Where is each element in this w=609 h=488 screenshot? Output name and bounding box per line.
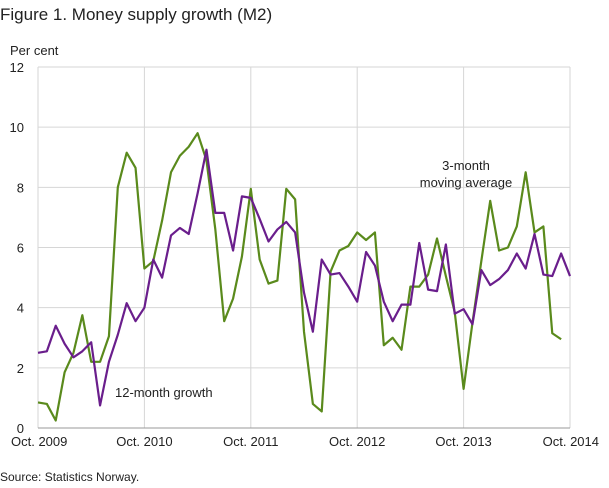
y-tick-label: 0 xyxy=(17,421,24,436)
y-tick-label: 12 xyxy=(10,60,24,75)
x-tick-label: Oct. 2011 xyxy=(223,434,278,449)
series-lines xyxy=(37,132,572,422)
series-annotation: 12-month growth xyxy=(115,385,213,400)
gridlines xyxy=(37,66,571,429)
y-tick-labels: 0 2 4 6 8 10 12 xyxy=(10,60,24,436)
y-tick-label: 2 xyxy=(17,361,24,376)
series-annotation: moving average xyxy=(420,175,513,190)
x-tick-label: Oct. 2013 xyxy=(435,434,491,449)
x-tick-labels: Oct. 2009 Oct. 2010 Oct. 2011 Oct. 2012 Oct.… xyxy=(11,434,599,449)
series-annotations: 12-month growth 3-month moving average xyxy=(115,158,512,400)
y-tick-label: 8 xyxy=(17,180,24,195)
x-tick-label: Oct. 2014 xyxy=(543,434,599,449)
series-line-3-month-moving-average xyxy=(37,148,572,407)
x-tick-label: Oct. 2012 xyxy=(329,434,385,449)
figure-title: Figure 1. Money supply growth (M2) xyxy=(0,5,273,24)
y-tick-label: 10 xyxy=(10,120,24,135)
y-tick-label: 6 xyxy=(17,241,24,256)
x-tick-label: Oct. 2010 xyxy=(116,434,172,449)
series-annotation: 3-month xyxy=(442,158,490,173)
y-axis-title: Per cent xyxy=(10,43,59,58)
source-note: Source: Statistics Norway. xyxy=(0,470,140,484)
y-tick-label: 4 xyxy=(17,301,24,316)
x-tick-label: Oct. 2009 xyxy=(11,434,67,449)
